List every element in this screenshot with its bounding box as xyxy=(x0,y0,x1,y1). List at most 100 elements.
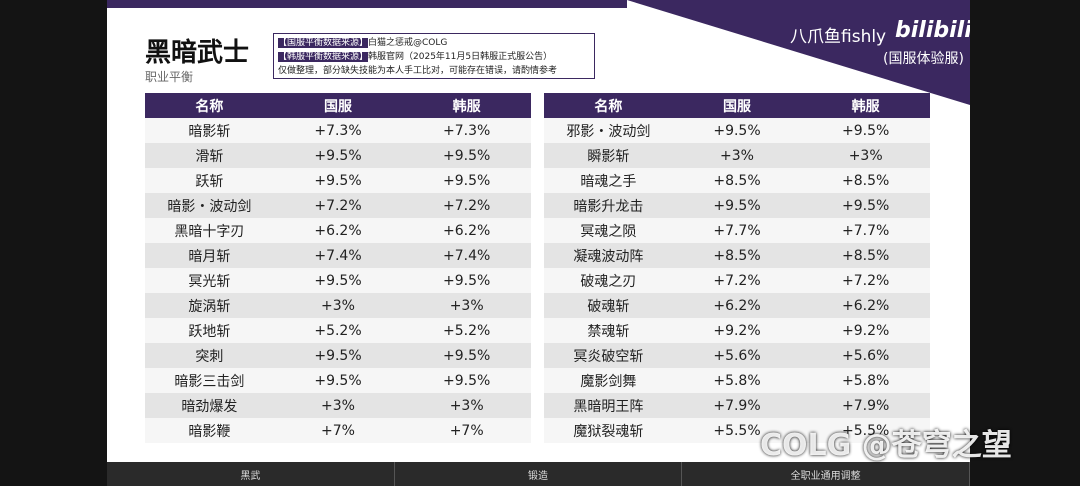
table-cell: +7.2% xyxy=(842,272,890,289)
table-cell: +7.7% xyxy=(713,222,761,239)
table-row: 旋涡斩 +3% +3% xyxy=(145,293,531,318)
table-cell: +3% xyxy=(321,297,355,314)
table-cell: +7.3% xyxy=(443,122,491,139)
table-cell: +9.5% xyxy=(443,147,491,164)
header-shape xyxy=(107,0,970,105)
footer-tab: 黑武 xyxy=(107,462,395,486)
table-cell: +5.6% xyxy=(713,347,761,364)
table-cell: +5.5% xyxy=(713,422,761,439)
table-cell: 暗劲爆发 xyxy=(181,398,238,415)
table-cell: +7.4% xyxy=(314,247,362,264)
table-row: 滑斩 +9.5% +9.5% xyxy=(145,143,531,168)
slide: 黑暗武士 职业平衡 【国服平衡数据来源】白猫之惩戒@COLG 【韩服平衡数据来源… xyxy=(107,0,970,462)
table-row: 跃斩 +9.5% +9.5% xyxy=(145,168,531,193)
table-cell: +7.2% xyxy=(314,197,362,214)
table-cell: +8.5% xyxy=(842,247,890,264)
table-cell: 凝魂波动阵 xyxy=(573,248,644,265)
table-cell: 禁魂斩 xyxy=(587,323,630,340)
table-cell: +7.2% xyxy=(713,272,761,289)
source-text: 韩服官网（2025年11月5日韩服正式服公告） xyxy=(368,52,553,62)
table-row: 暗影・波动剑 +7.2% +7.2% xyxy=(145,193,531,218)
table-cell: +6.2% xyxy=(314,222,362,239)
server: (国服体验服) xyxy=(883,51,964,67)
header-cell: 国服 xyxy=(723,98,751,115)
table-cell: +5.5% xyxy=(842,422,890,439)
source-box: 【国服平衡数据来源】白猫之惩戒@COLG 【韩服平衡数据来源】韩服官网（2025… xyxy=(273,33,595,79)
table-cell: +5.8% xyxy=(842,372,890,389)
table-body: 暗影斩 +7.3% +7.3% 滑斩 +9.5% +9.5% 跃斩 +9.5% +9.5% 暗影・… xyxy=(145,118,531,443)
table-cell: +7.7% xyxy=(842,222,890,239)
table-cell: +5.6% xyxy=(842,347,890,364)
table-cell: +7.2% xyxy=(443,197,491,214)
table-cell: +3% xyxy=(321,397,355,414)
footer-tab: 锻造 xyxy=(395,462,683,486)
table-row: 暗影升龙击 +9.5% +9.5% xyxy=(544,193,930,218)
table-cell: 暗魂之手 xyxy=(580,173,637,190)
source-tag: 【国服平衡数据来源】 xyxy=(278,38,369,48)
table-cell: 跃斩 xyxy=(195,173,224,190)
table-row: 冥炎破空斩 +5.6% +5.6% xyxy=(544,343,930,368)
table-row: 暗月斩 +7.4% +7.4% xyxy=(145,243,531,268)
table-cell: 黑暗十字刃 xyxy=(174,223,245,240)
header-cell: 名称 xyxy=(195,98,224,115)
table-row: 瞬影斩 +3% +3% xyxy=(544,143,930,168)
table-cell: 魔狱裂魂斩 xyxy=(573,423,644,440)
brand: 八爪鱼fishly xyxy=(790,27,887,47)
footer-bar: 黑武 锻造 全职业通用调整 xyxy=(107,462,971,486)
table-row: 冥光斩 +9.5% +9.5% xyxy=(145,268,531,293)
table-row: 暗影斩 +7.3% +7.3% xyxy=(145,118,531,143)
table-cell: +9.5% xyxy=(314,272,362,289)
table-cell: 冥炎破空斩 xyxy=(573,348,644,365)
table-cell: 暗影鞭 xyxy=(188,423,231,440)
table-cell: +7% xyxy=(321,422,355,439)
table-row: 黑暗十字刃 +6.2% +6.2% xyxy=(145,218,531,243)
table-cell: +3% xyxy=(449,297,484,314)
table-cell: +9.5% xyxy=(842,197,890,214)
table-cell: 滑斩 xyxy=(195,148,224,165)
table-cell: +8.5% xyxy=(713,247,761,264)
footer-tab: 全职业通用调整 xyxy=(682,462,971,486)
table-row: 暗影鞭 +7% +7% xyxy=(145,418,531,443)
table-cell: 暗影升龙击 xyxy=(573,198,644,215)
table-cell: +7.4% xyxy=(443,247,491,264)
table: 名称 国服 韩服 邪影・波动剑 +9.5% +9.5% 瞬影斩 +3% +3% 暗魂之手 +8.5%… xyxy=(544,93,930,443)
title: 黑暗武士 xyxy=(145,38,250,68)
table-cell: 破魂之刃 xyxy=(580,273,637,290)
table-cell: +9.5% xyxy=(314,372,362,389)
table-cell: 暗月斩 xyxy=(188,248,231,265)
table-cell: +9.5% xyxy=(443,372,491,389)
table-body: 邪影・波动剑 +9.5% +9.5% 瞬影斩 +3% +3% 暗魂之手 +8.5% +8.5% 暗… xyxy=(544,118,930,443)
table-cell: +9.5% xyxy=(443,272,491,289)
table-cell: +6.2% xyxy=(713,297,761,314)
table-cell: +9.5% xyxy=(314,147,362,164)
header-cell: 韩服 xyxy=(851,98,880,115)
table-row: 突刺 +9.5% +9.5% xyxy=(145,343,531,368)
table-cell: +7.9% xyxy=(842,397,890,414)
note: 仅做整理，部分缺失技能为本人手工比对，可能存在错误，请酌情参考 xyxy=(278,66,558,76)
table-cell: 瞬影斩 xyxy=(587,148,630,165)
header-row: 名称 国服 韩服 xyxy=(544,93,930,118)
table-row: 破魂斩 +6.2% +6.2% xyxy=(544,293,930,318)
table-row: 破魂之刃 +7.2% +7.2% xyxy=(544,268,930,293)
table-cell: +3% xyxy=(720,147,754,164)
table-cell: +3% xyxy=(449,397,484,414)
source-tag: 【韩服平衡数据来源】 xyxy=(278,52,369,62)
table-cell: +9.5% xyxy=(314,347,362,364)
table-cell: +9.2% xyxy=(842,322,890,339)
table-row: 暗劲爆发 +3% +3% xyxy=(145,393,531,418)
table: 名称 国服 韩服 暗影斩 +7.3% +7.3% 滑斩 +9.5% +9.5% 跃斩 +9.5% +9… xyxy=(145,93,531,443)
table-cell: +9.5% xyxy=(443,172,491,189)
header-cell: 韩服 xyxy=(452,98,481,115)
subtitle: 职业平衡 xyxy=(145,70,194,84)
table-cell: 冥魂之陨 xyxy=(580,223,637,240)
table-cell: +7.9% xyxy=(713,397,761,414)
header-cell: 名称 xyxy=(594,98,623,115)
table-row: 黑暗明王阵 +7.9% +7.9% xyxy=(544,393,930,418)
table-cell: +7% xyxy=(449,422,484,439)
table-cell: +9.5% xyxy=(842,122,890,139)
table-row: 魔狱裂魂斩 +5.5% +5.5% xyxy=(544,418,930,443)
platform: bilibili xyxy=(895,18,970,43)
table-cell: +9.5% xyxy=(713,122,761,139)
table-cell: 突刺 xyxy=(195,348,224,365)
